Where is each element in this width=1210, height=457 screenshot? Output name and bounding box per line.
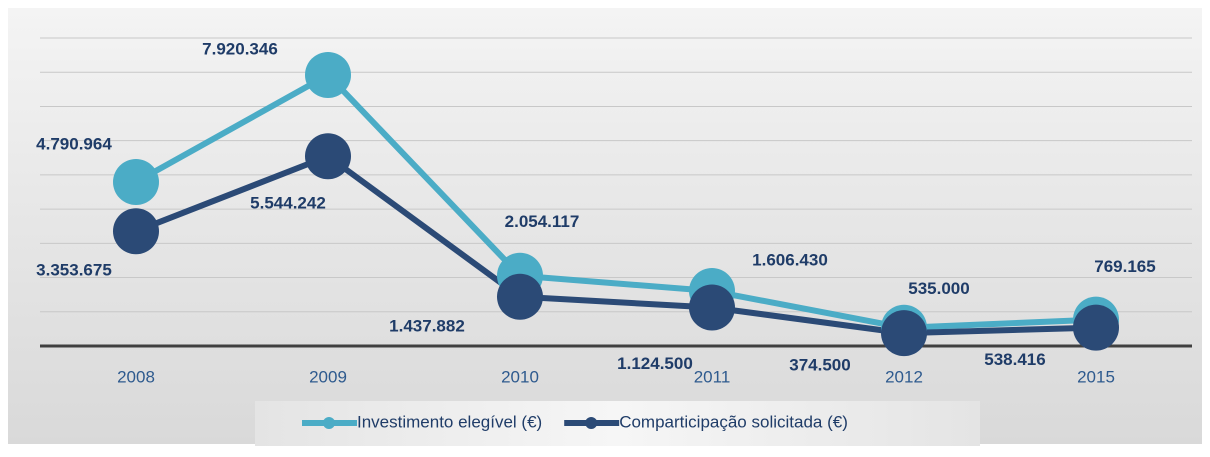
background [8,8,1202,444]
data-label: 7.920.346 [202,39,278,58]
data-label: 2.054.117 [505,212,580,231]
marker [113,208,159,255]
data-label: 535.000 [908,279,969,298]
series-line [134,153,1097,337]
x-tick-label: 2012 [885,367,923,386]
marker [881,310,927,357]
marker [689,284,735,331]
legend-label: Comparticipação solicitada (€) [619,412,848,431]
legend-marker [585,417,598,429]
x-tick-label: 2015 [1077,367,1115,386]
legend-marker [323,417,335,429]
marker [497,273,543,320]
marker [113,159,159,206]
marker [305,133,351,180]
data-label: 4.790.964 [36,135,112,154]
data-label: 3.353.675 [36,261,112,280]
data-label: 5.544.242 [250,194,326,213]
data-label: 1.606.430 [752,251,828,270]
x-tick-label: 2011 [694,367,731,386]
marker [1073,304,1119,351]
data-label: 1.437.882 [389,316,465,335]
data-label: 1.124.500 [617,354,693,373]
x-tick-label: 2009 [309,367,347,386]
marker [305,51,351,98]
data-label: 769.165 [1094,257,1155,276]
legend-label: Investimento elegível (€) [357,412,542,431]
data-label: 538.416 [984,350,1045,369]
series-line [134,71,1097,331]
x-tick-label: 2010 [501,367,539,386]
data-label: 374.500 [789,356,850,375]
x-tick-label: 2008 [117,367,155,386]
